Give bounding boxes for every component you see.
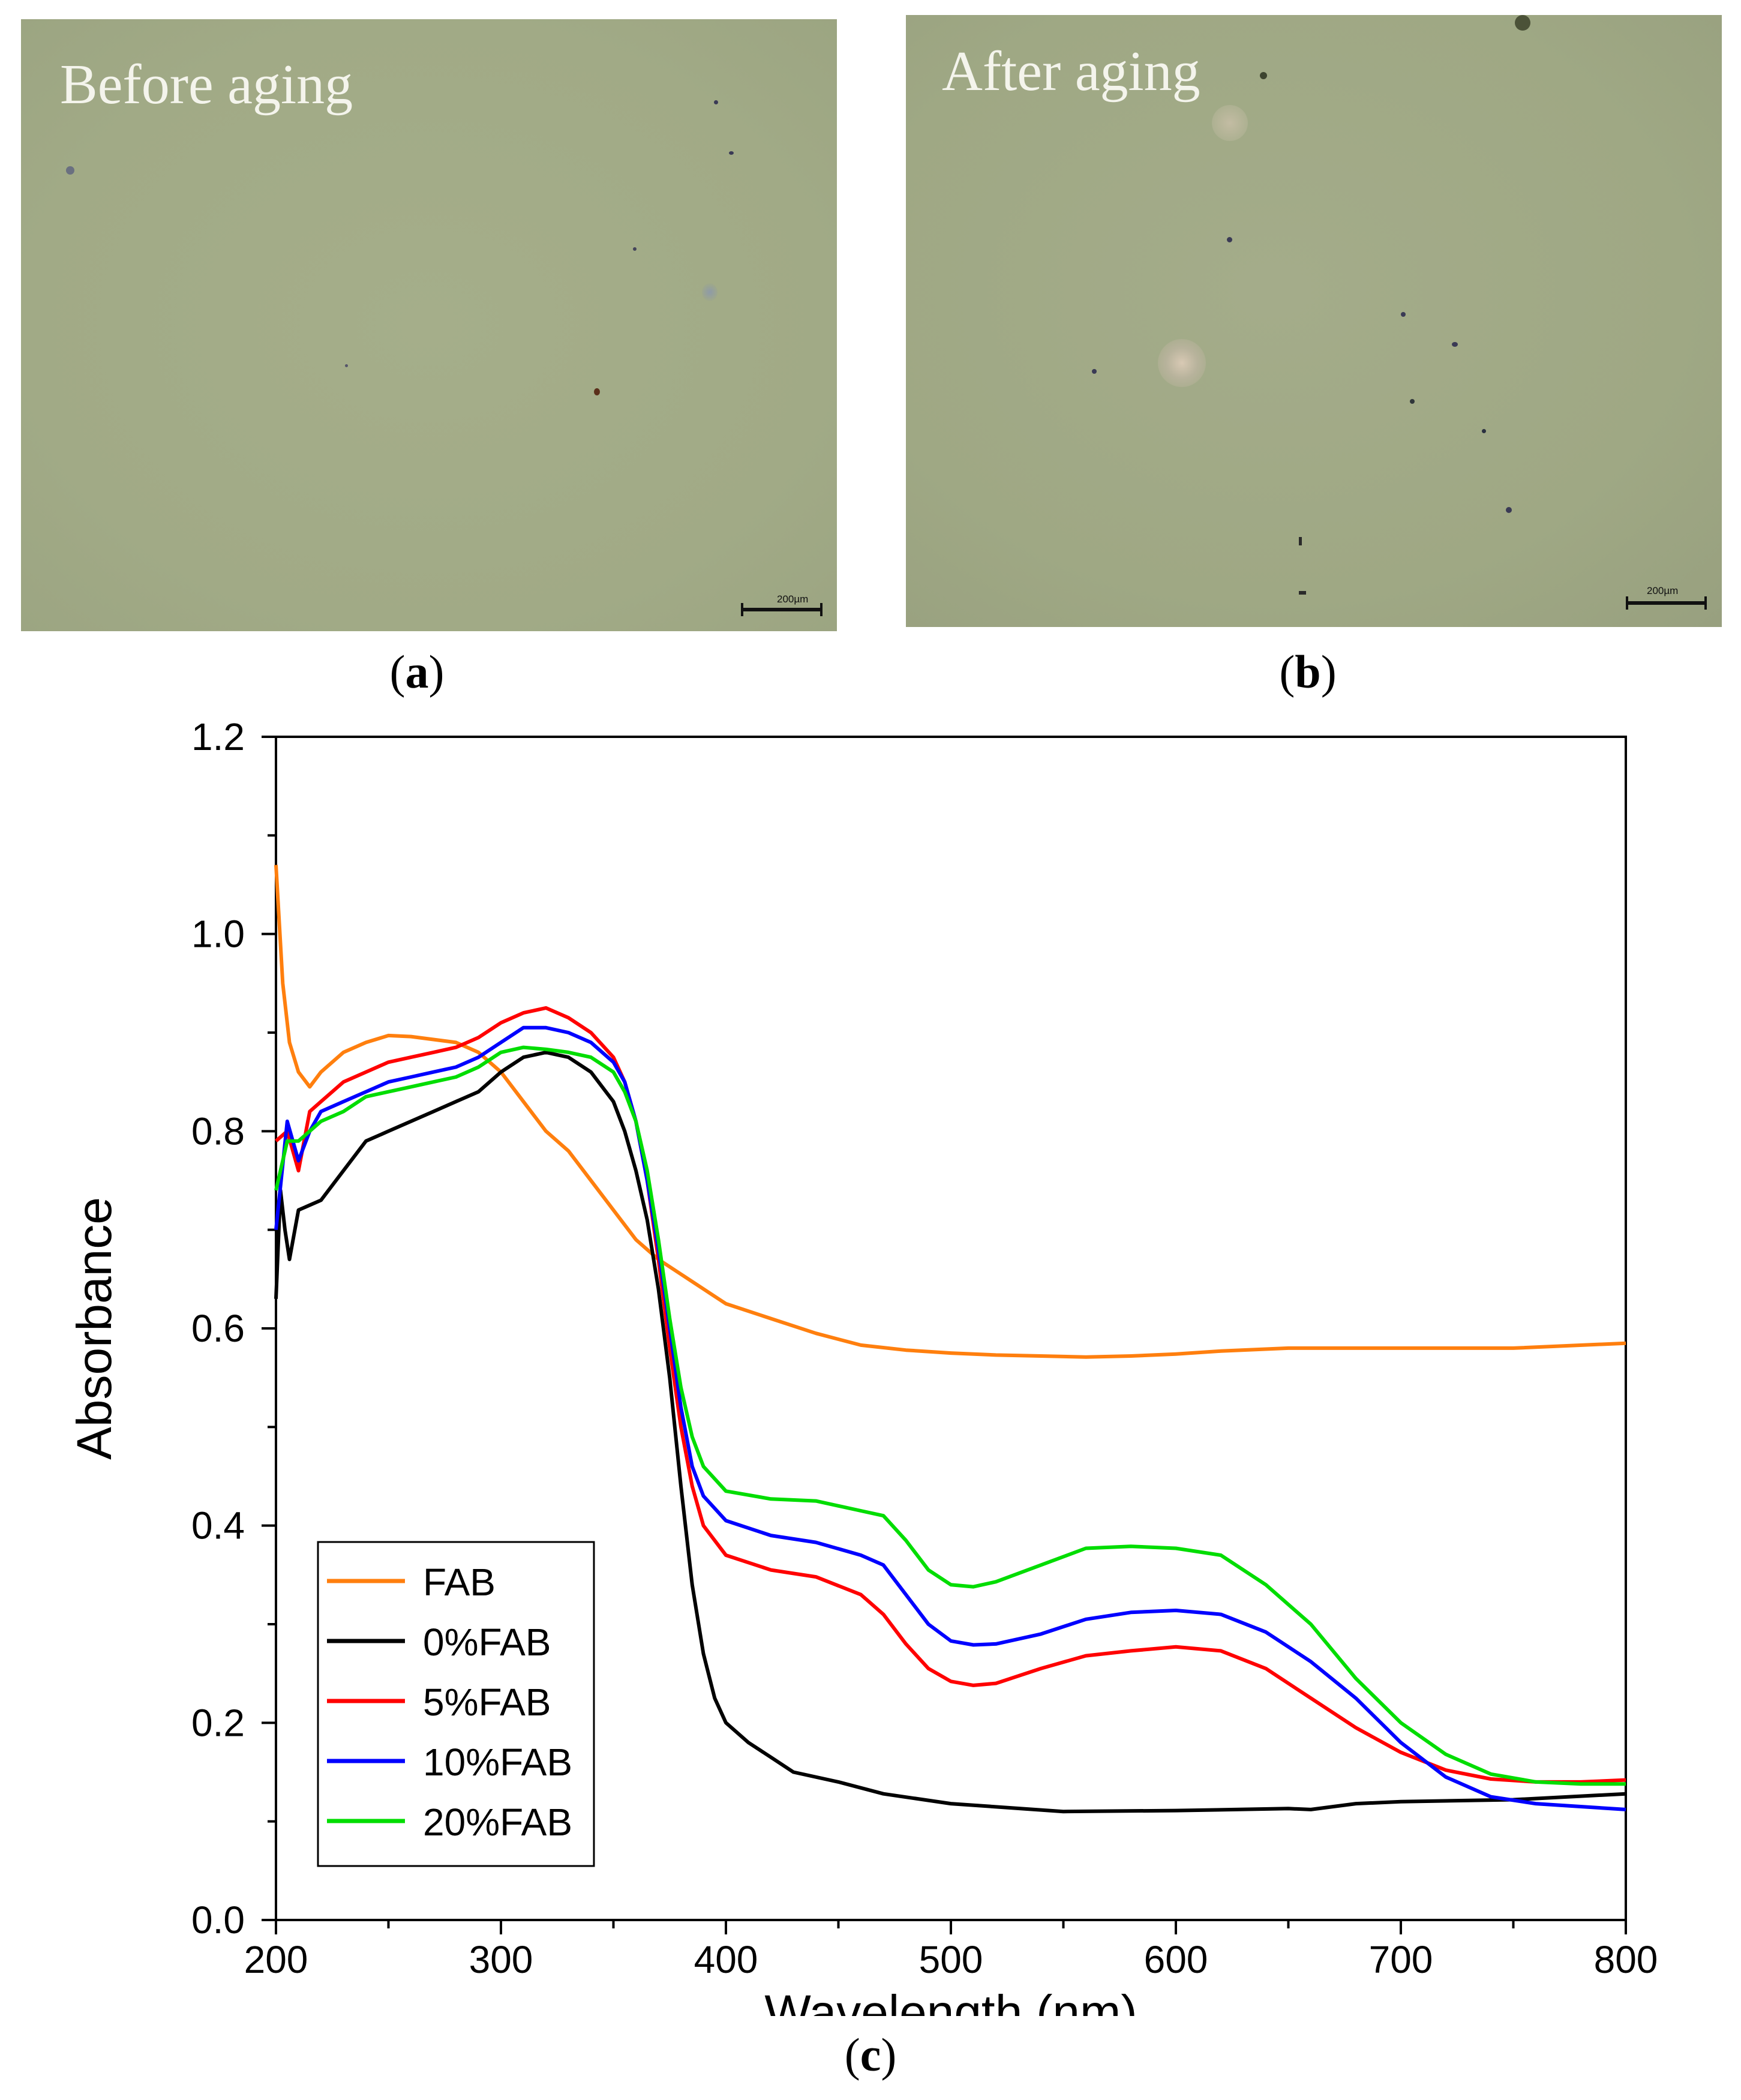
legend-label: 10%FAB	[423, 1741, 572, 1784]
speck	[594, 388, 600, 395]
panel-label-a: (a)	[389, 646, 445, 698]
speck	[1401, 312, 1406, 317]
speck	[1482, 429, 1486, 433]
before-aging-label: Before aging	[60, 53, 353, 116]
x-axis-label: Wavelength (nm)	[764, 1985, 1137, 2016]
legend-box	[317, 1541, 595, 1867]
panel-label-c: (c)	[844, 2029, 897, 2081]
legend: FAB 0%FAB 5%FAB 10%FAB 20%FAB	[317, 1541, 595, 1867]
series-line-5pctfab	[275, 1006, 1626, 1784]
speck	[1410, 399, 1415, 404]
x-tick-label: 800	[1594, 1938, 1658, 1981]
speck	[1506, 507, 1512, 513]
speck	[1092, 369, 1097, 374]
legend-label: FAB	[423, 1561, 496, 1604]
y-tick-label: 0.2	[191, 1701, 245, 1744]
x-tick-label: 400	[694, 1938, 758, 1981]
y-tick-label: 0.4	[191, 1504, 245, 1547]
panel-label-b: (b)	[1279, 646, 1337, 698]
specks	[702, 283, 718, 301]
x-tick-label: 500	[919, 1938, 983, 1981]
after-aging-label: After aging	[942, 40, 1200, 103]
series-line-20pctfab	[274, 1045, 1626, 1786]
legend-label: 20%FAB	[423, 1801, 572, 1844]
speck	[1299, 537, 1302, 545]
absorbance-chart: 200 300 400 500 600 700 800 0.0 0.2 0.4 0.6 0.8 1.0 1…	[67, 715, 1658, 2016]
speck	[714, 100, 718, 104]
speck	[1299, 591, 1306, 595]
y-axis-label: Absorbance	[67, 1197, 122, 1460]
micrograph-after-aging: After aging 200µm	[906, 15, 1722, 627]
speck	[345, 364, 348, 367]
series-line-10pctfab	[274, 1025, 1626, 1811]
y-tick-label: 0.0	[191, 1898, 245, 1942]
y-tick-label: 1.2	[191, 715, 245, 758]
micrograph-before-aging: Before aging 200µm	[21, 19, 837, 631]
speck	[633, 247, 637, 251]
x-tick-label: 300	[469, 1938, 533, 1981]
legend-label: 5%FAB	[423, 1681, 551, 1724]
speck	[1515, 15, 1530, 31]
scalebar	[1626, 596, 1707, 610]
series-line-0pctfab	[274, 1050, 1626, 1814]
x-tick-label: 200	[244, 1938, 308, 1981]
speck	[66, 166, 74, 175]
scalebar-label: 200µm	[1647, 585, 1679, 596]
x-tick-label: 700	[1369, 1938, 1433, 1981]
light-spot	[1158, 339, 1206, 387]
legend-label: 0%FAB	[423, 1621, 551, 1664]
speck	[1227, 237, 1232, 242]
y-tick-label: 1.0	[191, 913, 245, 956]
y-tick-label: 0.8	[191, 1109, 245, 1153]
speck	[1260, 72, 1267, 79]
y-tick-label: 0.6	[191, 1307, 245, 1350]
series-line-fab	[274, 865, 1626, 1359]
speck	[729, 151, 734, 155]
speck	[1452, 342, 1458, 347]
scalebar	[741, 603, 823, 616]
scalebar-label: 200µm	[777, 593, 809, 605]
light-spot	[1212, 105, 1248, 141]
x-tick-label: 600	[1144, 1938, 1208, 1981]
